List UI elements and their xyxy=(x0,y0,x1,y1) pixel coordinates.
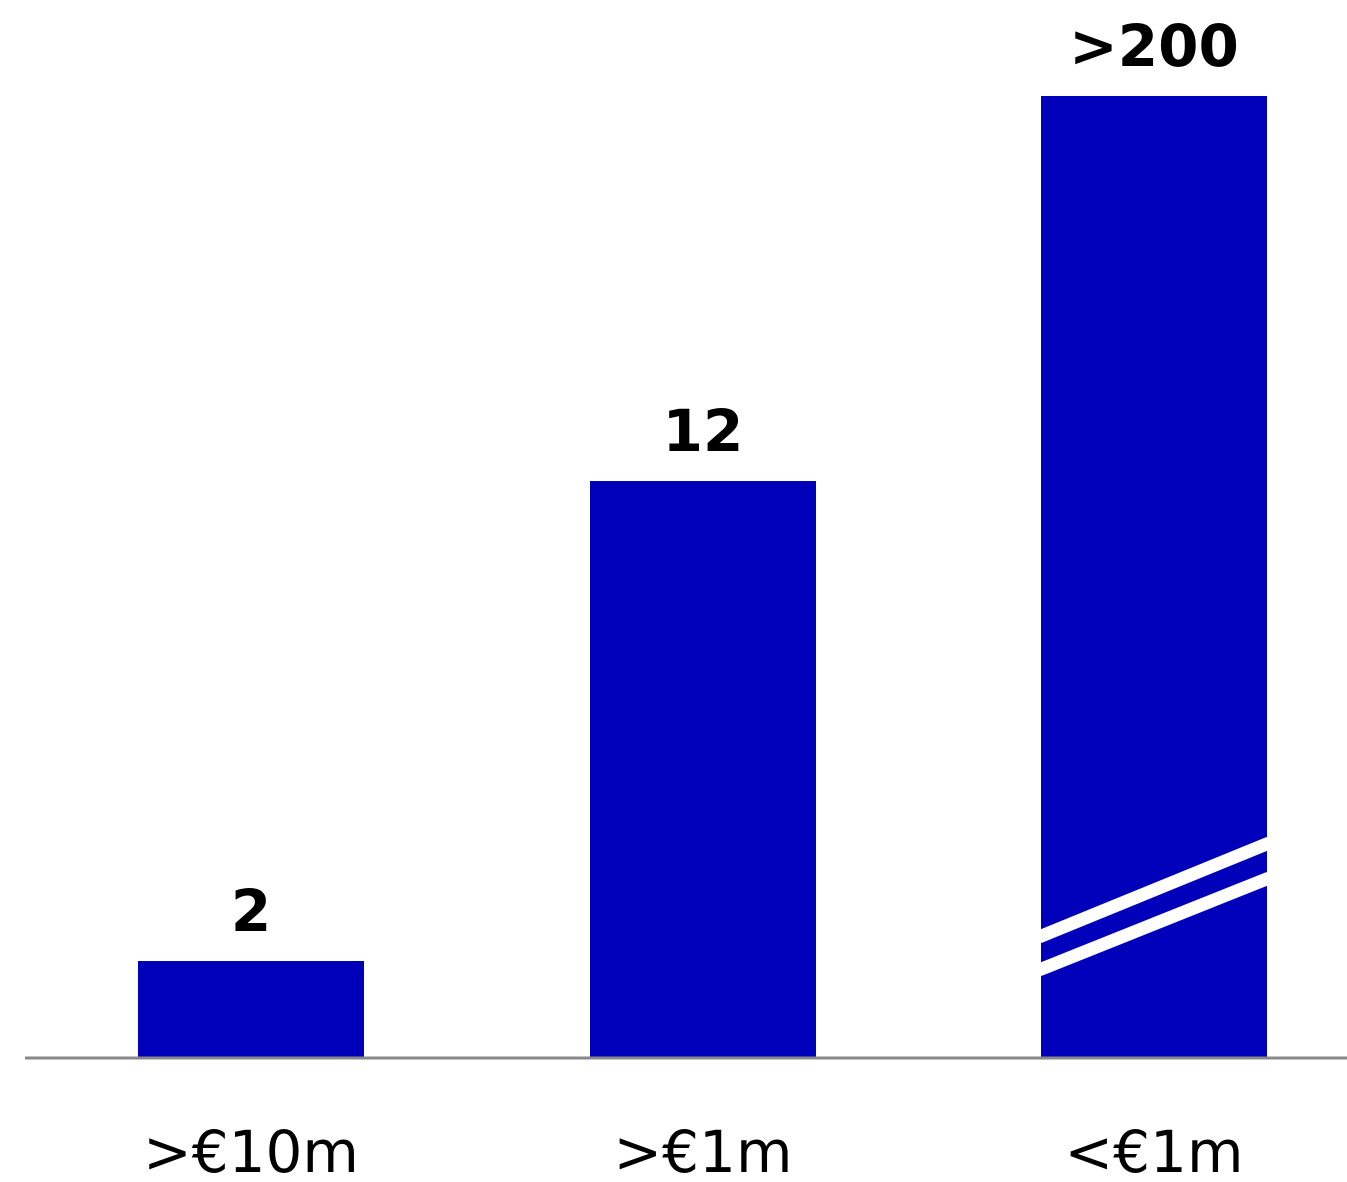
data-label-1: 2 xyxy=(231,877,271,945)
bar-3 xyxy=(1041,96,1267,1057)
bar-2 xyxy=(590,481,816,1057)
category-label-1: >€10m xyxy=(143,1118,359,1182)
axis-break-line-2 xyxy=(1036,871,1272,977)
axis-break-line-1 xyxy=(1036,836,1272,944)
data-label-2: 12 xyxy=(663,397,744,465)
bar-1 xyxy=(138,961,364,1057)
category-label-2: >€1m xyxy=(614,1118,793,1182)
labels-layer: 2 >€10m 12 >€1m >200 <€1m xyxy=(143,12,1243,1182)
bars-layer xyxy=(138,96,1272,1057)
data-label-3: >200 xyxy=(1069,12,1239,80)
category-label-3: <€1m xyxy=(1065,1118,1244,1182)
